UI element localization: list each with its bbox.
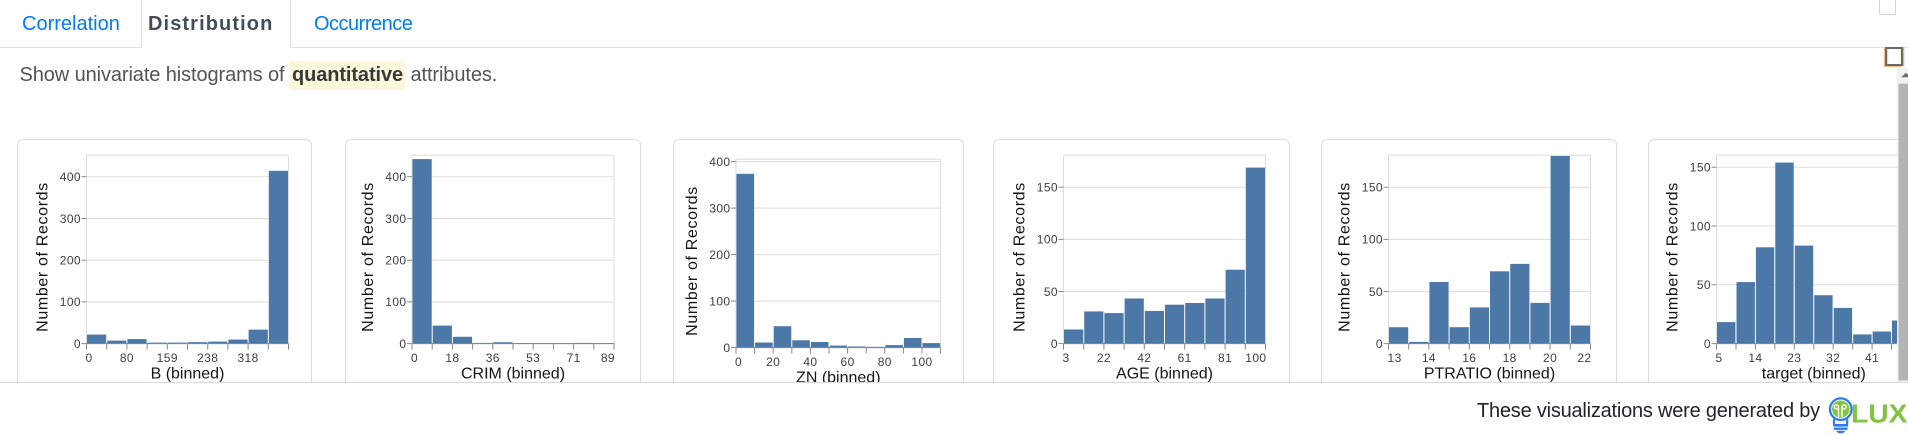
svg-text:0: 0 xyxy=(86,351,93,365)
svg-text:20: 20 xyxy=(766,355,780,369)
svg-text:41: 41 xyxy=(1865,351,1879,365)
svg-text:53: 53 xyxy=(526,351,540,365)
svg-text:100: 100 xyxy=(709,294,730,308)
svg-text:300: 300 xyxy=(385,212,406,226)
svg-text:3: 3 xyxy=(1063,351,1070,365)
svg-text:150: 150 xyxy=(1362,181,1383,195)
svg-text:0: 0 xyxy=(411,351,418,365)
svg-text:AGE (binned): AGE (binned) xyxy=(1116,366,1213,383)
svg-text:100: 100 xyxy=(1245,351,1266,365)
svg-text:200: 200 xyxy=(60,254,81,268)
svg-text:400: 400 xyxy=(60,170,81,184)
svg-text:5: 5 xyxy=(1716,351,1723,365)
svg-text:0: 0 xyxy=(1376,337,1383,351)
svg-text:81: 81 xyxy=(1218,351,1232,365)
svg-text:0: 0 xyxy=(1051,337,1058,351)
svg-text:238: 238 xyxy=(197,351,218,365)
svg-text:159: 159 xyxy=(157,351,178,365)
svg-text:50: 50 xyxy=(1697,278,1711,292)
svg-text:CRIM (binned): CRIM (binned) xyxy=(461,366,565,383)
svg-text:Number of Records: Number of Records xyxy=(35,182,52,332)
svg-text:42: 42 xyxy=(1137,351,1151,365)
svg-text:100: 100 xyxy=(1362,233,1383,247)
svg-text:89: 89 xyxy=(601,351,615,365)
svg-text:300: 300 xyxy=(60,212,81,226)
svg-text:400: 400 xyxy=(385,170,406,184)
svg-text:20: 20 xyxy=(1543,351,1557,365)
svg-text:318: 318 xyxy=(237,351,258,365)
svg-text:16: 16 xyxy=(1462,351,1476,365)
svg-text:50: 50 xyxy=(1369,285,1383,299)
svg-text:Number of Records: Number of Records xyxy=(1012,182,1029,332)
svg-text:B (binned): B (binned) xyxy=(151,366,225,383)
svg-text:0: 0 xyxy=(1704,337,1711,351)
svg-text:22: 22 xyxy=(1577,351,1591,365)
svg-text:150: 150 xyxy=(1037,181,1058,195)
svg-text:target (binned): target (binned) xyxy=(1762,366,1866,383)
svg-text:0: 0 xyxy=(723,341,730,355)
svg-text:60: 60 xyxy=(841,355,855,369)
svg-text:100: 100 xyxy=(1690,219,1711,233)
svg-text:14: 14 xyxy=(1748,351,1762,365)
svg-text:40: 40 xyxy=(803,355,817,369)
svg-text:50: 50 xyxy=(1044,285,1058,299)
svg-text:22: 22 xyxy=(1097,351,1111,365)
svg-text:80: 80 xyxy=(120,351,134,365)
svg-text:32: 32 xyxy=(1826,351,1840,365)
svg-text:0: 0 xyxy=(399,337,406,351)
svg-text:18: 18 xyxy=(445,351,459,365)
svg-text:Number of Records: Number of Records xyxy=(684,186,701,336)
svg-text:18: 18 xyxy=(1503,351,1517,365)
svg-text:71: 71 xyxy=(567,351,581,365)
svg-text:36: 36 xyxy=(486,351,500,365)
svg-text:13: 13 xyxy=(1388,351,1402,365)
svg-text:300: 300 xyxy=(709,201,730,215)
svg-text:200: 200 xyxy=(709,248,730,262)
svg-text:14: 14 xyxy=(1422,351,1436,365)
svg-text:100: 100 xyxy=(1037,233,1058,247)
svg-text:LUX: LUX xyxy=(1851,399,1908,428)
svg-text:150: 150 xyxy=(1690,161,1711,175)
svg-text:61: 61 xyxy=(1178,351,1192,365)
svg-text:200: 200 xyxy=(385,254,406,268)
svg-text:Number of Records: Number of Records xyxy=(360,182,377,332)
svg-text:23: 23 xyxy=(1787,351,1801,365)
svg-text:0: 0 xyxy=(74,337,81,351)
svg-text:400: 400 xyxy=(709,155,730,169)
svg-text:100: 100 xyxy=(911,355,932,369)
svg-text:80: 80 xyxy=(878,355,892,369)
svg-text:100: 100 xyxy=(60,295,81,309)
svg-text:100: 100 xyxy=(385,295,406,309)
svg-text:PTRATIO (binned): PTRATIO (binned) xyxy=(1424,366,1555,383)
svg-text:0: 0 xyxy=(735,355,742,369)
svg-text:Number of Records: Number of Records xyxy=(1337,182,1354,332)
svg-text:Number of Records: Number of Records xyxy=(1665,182,1682,332)
